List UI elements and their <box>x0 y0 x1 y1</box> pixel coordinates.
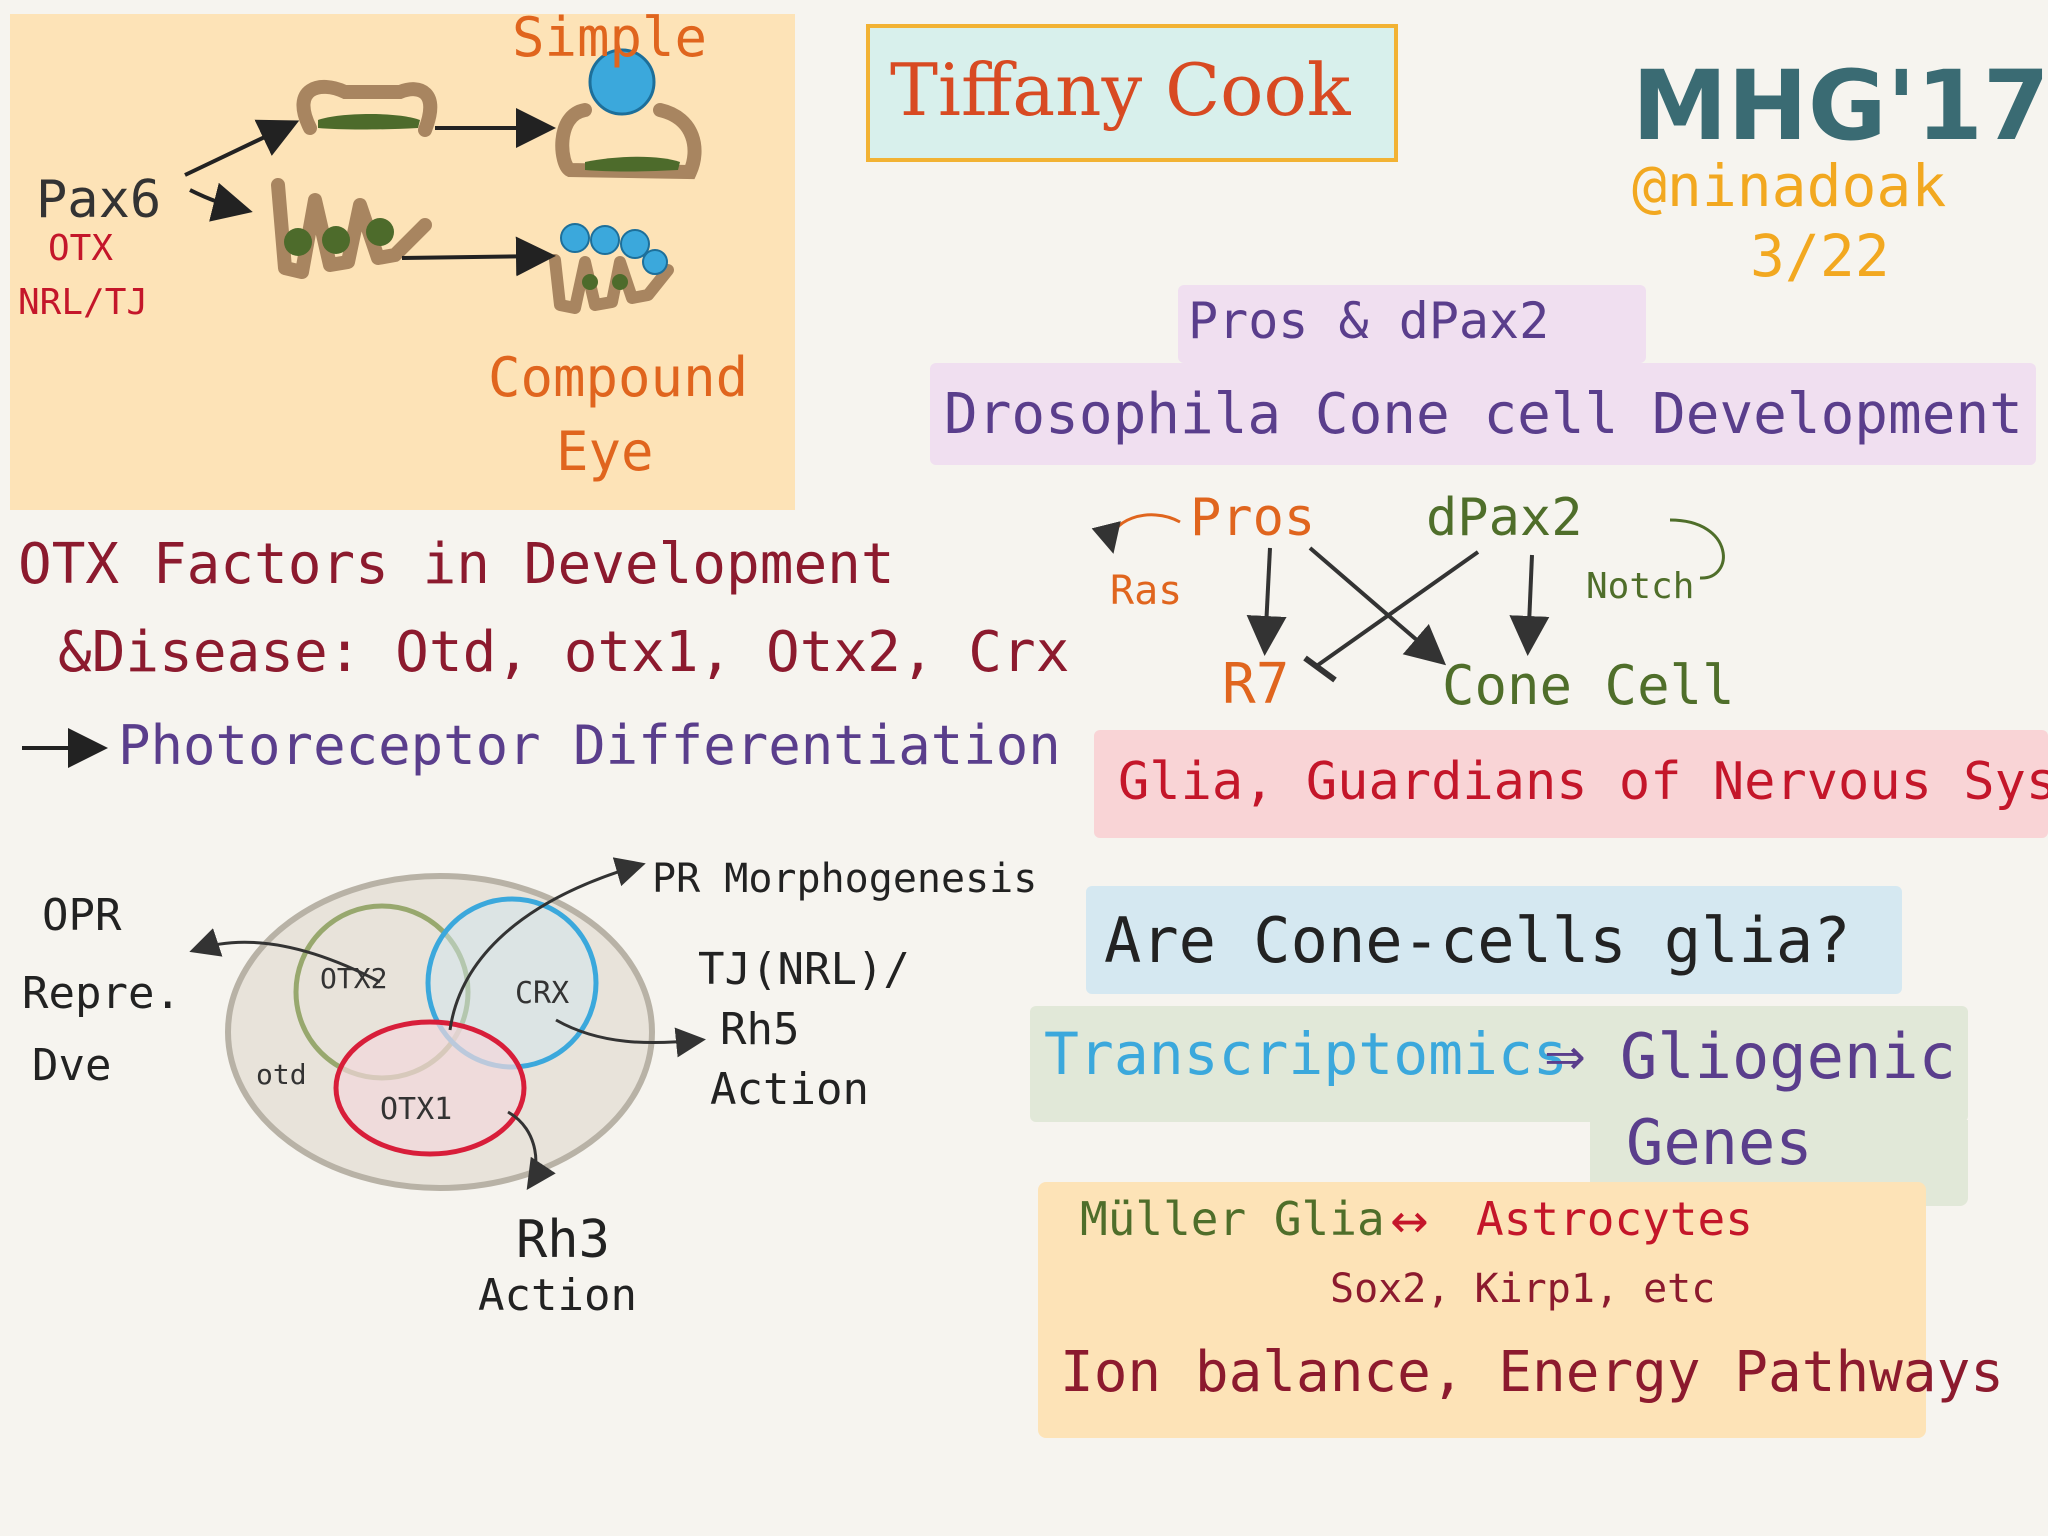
compound-eye-cup-icon <box>271 178 432 279</box>
cone-glia-question-background <box>1086 886 1902 994</box>
title-box <box>866 24 1398 162</box>
glia-guardians-background <box>1094 730 2048 838</box>
ras-label: Ras <box>1110 568 1183 614</box>
venn-crx-label: CRX <box>515 976 570 1011</box>
event-label: MHG'17 <box>1632 50 2048 162</box>
speaker-name: Tiffany Cook <box>890 48 1351 132</box>
implies-arrow-icon: ⇒ <box>1544 1028 1586 1086</box>
eye-label: Eye <box>556 420 654 483</box>
genes-label: Genes <box>1626 1106 1813 1179</box>
gliogenic-label: Gliogenic <box>1620 1020 1956 1093</box>
pax6-label: Pax6 <box>36 170 162 230</box>
pros-dpax2-background <box>1178 285 1646 363</box>
repressor-label: Repre. <box>22 968 181 1019</box>
simple-eye-with-lens-icon <box>555 48 702 180</box>
cone-cells-glia-question: Are Cone-cells glia? <box>1104 904 1851 977</box>
date-label: 3/22 <box>1750 222 1890 290</box>
dpax2-node: dPax2 <box>1426 488 1583 548</box>
venn-otd-label: otd <box>256 1058 307 1091</box>
twitter-handle: @ninadoak <box>1632 152 1947 220</box>
transcriptomics-background <box>1030 1006 1968 1122</box>
nrl-tj-label: NRL/TJ <box>18 282 149 323</box>
otx-disease-heading: &Disease: Otd, otx1, Otx2, Crx <box>58 620 1070 685</box>
photoreceptor-differentiation: Photoreceptor Differentiation <box>118 714 1061 777</box>
muller-glia-background <box>1038 1182 1926 1438</box>
compound-label: Compound <box>488 346 749 409</box>
glia-guardians-heading: Glia, Guardians of Nervous System <box>1118 752 2048 812</box>
venn-otx2-label: OTX2 <box>320 962 388 995</box>
venn-diagram <box>225 873 655 1191</box>
eye-arrows <box>184 108 556 277</box>
rh5-action-label: Action <box>710 1064 869 1115</box>
rh3-action-label: Action <box>478 1270 637 1321</box>
rh3-label: Rh3 <box>516 1210 610 1270</box>
venn-arrows <box>189 857 706 1190</box>
venn-otx1-label: OTX1 <box>380 1092 453 1127</box>
opr-label: OPR <box>42 890 122 941</box>
muller-glia-label: Müller Glia <box>1080 1192 1385 1246</box>
cone-cell-node: Cone Cell <box>1442 654 1735 717</box>
ion-balance-label: Ion balance, Energy Pathways <box>1060 1340 2005 1405</box>
transcriptomics-label: Transcriptomics <box>1044 1020 1568 1088</box>
bidirectional-arrow-icon: ↔ <box>1390 1194 1429 1248</box>
astrocytes-label: Astrocytes <box>1476 1192 1753 1246</box>
r7-node: R7 <box>1222 652 1290 717</box>
otx-factors-heading: OTX Factors in Development <box>18 532 895 597</box>
drosophila-heading: Drosophila Cone cell Development <box>944 382 2023 447</box>
simple-label: Simple <box>512 6 708 69</box>
pros-node: Pros <box>1190 488 1316 548</box>
dve-label: Dve <box>32 1040 112 1091</box>
pros-dpax2-subtitle: Pros & dPax2 <box>1188 292 1550 350</box>
rh5-label: Rh5 <box>720 1004 800 1055</box>
drosophila-title-background <box>930 363 2036 465</box>
pr-morphogenesis-label: PR Morphogenesis <box>652 856 1038 902</box>
compound-eye-with-lenses-icon <box>549 223 674 314</box>
regulatory-network-arrows <box>1091 513 1725 683</box>
tj-nrl-label: TJ(NRL)/ <box>698 944 910 995</box>
notch-label: Notch <box>1586 566 1695 607</box>
simple-eye-cup-icon <box>296 79 438 137</box>
otx-label: OTX <box>48 228 114 269</box>
glia-markers-label: Sox2, Kirp1, etc <box>1330 1266 1716 1312</box>
